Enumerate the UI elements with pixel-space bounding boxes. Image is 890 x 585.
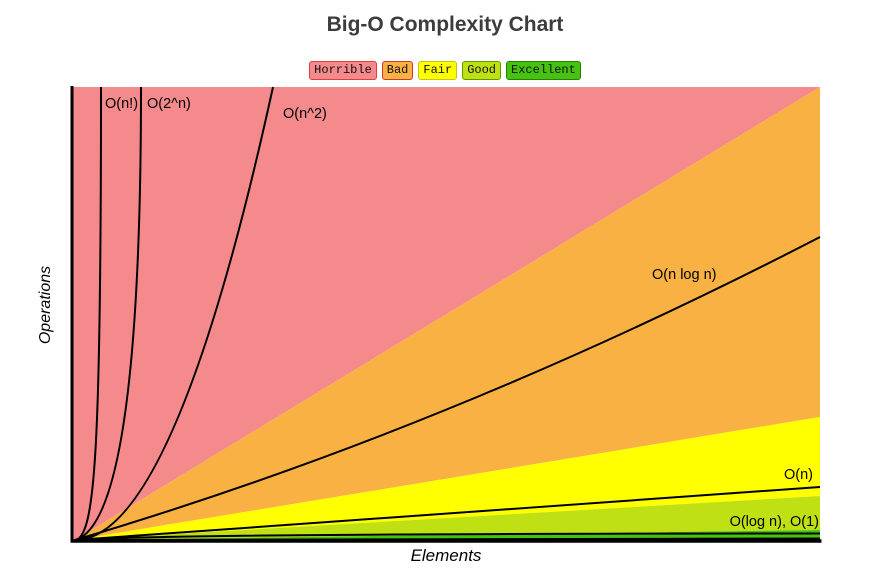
- curve-label-o-n-factorial: O(n!): [105, 96, 138, 112]
- curve-o-n: [74, 486, 821, 541]
- x-axis-label: Elements: [410, 546, 482, 565]
- curve-label-o-n-squared: O(n^2): [283, 106, 327, 122]
- curve-label-o-2-pow-n: O(2^n): [147, 96, 191, 112]
- curve-o-log-n: [74, 532, 821, 541]
- curve-label-o-n-log-n: O(n log n): [652, 267, 716, 283]
- legend-badge-fair: Fair: [418, 61, 458, 80]
- y-axis-label: Operations: [37, 265, 54, 345]
- complexity-legend: Horrible Bad Fair Good Excellent: [0, 61, 890, 80]
- region-fair: [75, 417, 820, 540]
- curve-label-o-n: O(n): [784, 467, 813, 483]
- curve-o-n-squared: [74, 86, 274, 541]
- curve-o-n-factorial: [75, 86, 102, 541]
- page-title: Big-O Complexity Chart: [326, 13, 564, 36]
- curve-label-o-log-n-o-1: O(log n), O(1): [730, 514, 819, 530]
- region-horrible: [72, 87, 820, 540]
- legend-badge-horrible: Horrible: [309, 61, 377, 80]
- legend-badge-excellent: Excellent: [506, 61, 581, 80]
- legend-badge-bad: Bad: [381, 61, 414, 80]
- region-good: [75, 496, 820, 540]
- curve-o-n-log-n: [74, 236, 821, 541]
- region-bad: [75, 87, 820, 540]
- legend-badge-good: Good: [462, 61, 502, 80]
- curve-o-2-pow-n: [75, 86, 142, 541]
